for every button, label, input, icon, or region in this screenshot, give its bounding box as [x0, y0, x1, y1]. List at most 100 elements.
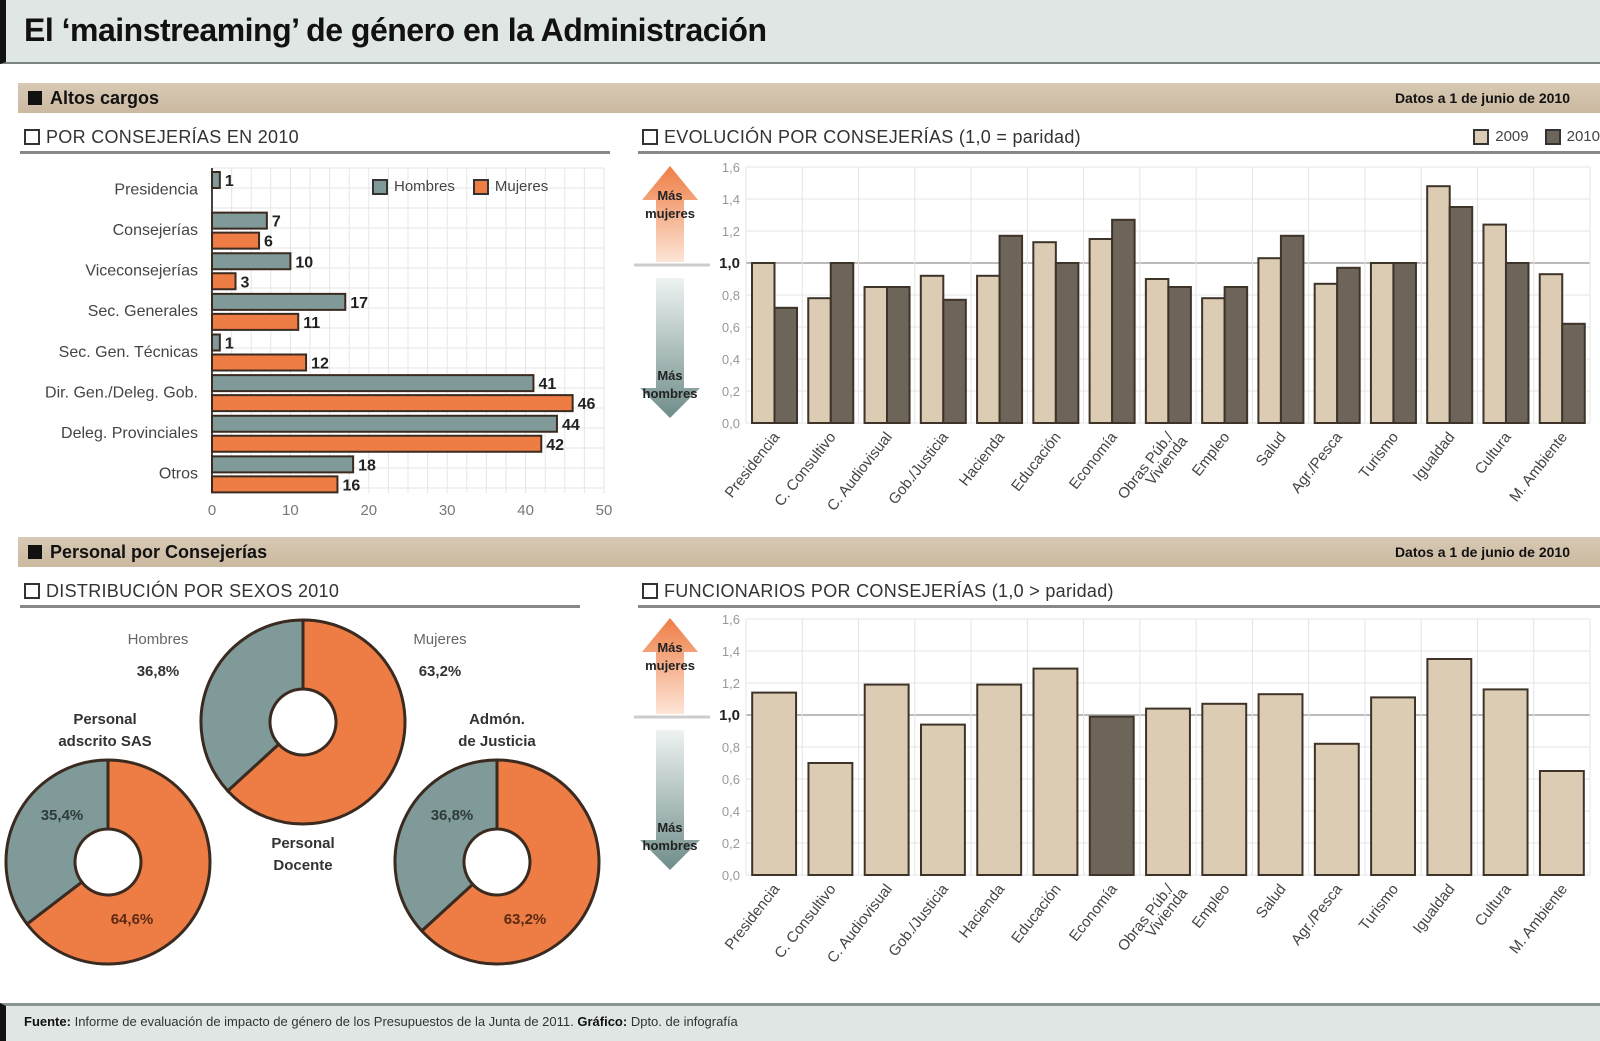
bar-2009 [751, 262, 776, 424]
y-tick-label: 0,2 [722, 384, 740, 399]
legend-swatch-2010 [1544, 128, 1561, 145]
x-category-label: Empleo [1189, 429, 1234, 480]
x-category-label: Hacienda [956, 880, 1009, 941]
footer-grafico: Dpto. de infografía [630, 1014, 738, 1029]
value-label: 42 [546, 437, 564, 454]
bar-funcionarios [1257, 693, 1304, 876]
bar-2009 [976, 274, 1001, 424]
arrow-up-icon [642, 166, 698, 262]
arrow-down-icon [640, 278, 700, 418]
footer-fuente: Informe de evaluación de impacto de géne… [74, 1014, 574, 1029]
arrow-label: mujeres [645, 658, 695, 673]
bar-2010 [773, 306, 799, 424]
value-label: 17 [350, 295, 368, 312]
y-tick-label: 1,2 [722, 224, 740, 239]
x-tick-label: 40 [517, 502, 534, 519]
x-tick-label: 10 [282, 502, 299, 519]
value-label: 46 [578, 396, 596, 413]
x-tick-label: 0 [208, 502, 216, 519]
arrow-label: Más [657, 820, 682, 835]
x-category-label: Cultura [1472, 880, 1516, 929]
bar-2009 [1201, 297, 1226, 424]
slice-hombres [4, 758, 110, 927]
value-label: 12 [311, 356, 329, 373]
pct-label: 35,4% [41, 807, 84, 824]
slice-hombres [199, 618, 305, 794]
arrows-indicator: Más mujeres Más hombres [634, 166, 710, 418]
bar-2009 [1313, 282, 1339, 424]
bar-2009 [919, 274, 945, 424]
bar-hombres [211, 171, 221, 189]
chart-title: EVOLUCIÓN POR CONSEJERÍAS (1,0 = paridad… [664, 127, 1081, 147]
slice-mujeres [225, 618, 407, 826]
legend-swatch-2009 [1473, 128, 1490, 145]
y-tick-label: 1,0 [719, 707, 740, 724]
bar-2010 [1448, 206, 1474, 424]
y-tick-label: 0,0 [722, 416, 740, 431]
category-label: Deleg. Provinciales [61, 425, 198, 442]
pie-label: Personal [73, 711, 136, 728]
bar-mujeres [211, 312, 300, 331]
chart-por-consejerias: Presidencia 1 Consejerías 7 6 Viceconsejerías… [45, 167, 613, 519]
checkbox-square-icon [642, 129, 658, 145]
x-category-label: Cultura [1472, 428, 1516, 477]
subtitle-distribucion: DISTRIBUCIÓN POR SEXOS 2010 [20, 576, 580, 608]
legend-mujeres-pct: 63,2% [419, 663, 462, 680]
value-label: 16 [342, 477, 360, 494]
category-label: Viceconsejerías [85, 263, 198, 280]
bar-funcionarios [919, 723, 966, 876]
bar-hombres [211, 252, 292, 271]
category-label: Sec. Gen. Técnicas [59, 344, 198, 361]
slice-mujeres [24, 758, 212, 966]
footer: Fuente: Informe de evaluación de impacto… [0, 1003, 1600, 1041]
bar-hombres [211, 333, 221, 352]
pct-label: 64,6% [111, 911, 154, 928]
bar-funcionarios [807, 762, 854, 876]
bar-2009 [863, 286, 889, 424]
bar-2010 [1504, 262, 1530, 424]
checkbox-square-icon [24, 129, 40, 145]
legend-label-2010: 2010 [1566, 128, 1600, 145]
arrow-label: hombres [643, 386, 698, 401]
bar-2010 [942, 298, 967, 424]
arrow-down-icon [640, 730, 700, 870]
legend-swatch-hombres [372, 178, 388, 195]
x-category-label: Gob./Justicia [885, 880, 952, 959]
pct-label: 63,2% [504, 911, 547, 928]
title-bar: El ‘mainstreaming’ de género en la Admin… [0, 0, 1600, 64]
slice-hombres [393, 758, 499, 934]
bar-mujeres [211, 231, 261, 250]
y-tick-label: 0,4 [722, 352, 740, 367]
bar-funcionarios [863, 683, 910, 876]
value-label: 7 [272, 214, 281, 231]
x-category-label: Agr./Pesca [1288, 880, 1346, 948]
x-tick-label: 50 [596, 502, 613, 519]
legend-hombres: Hombres [128, 631, 189, 648]
legend-mujeres: Mujeres [413, 631, 466, 648]
section-square-icon [28, 545, 42, 559]
legend-label-hombres: Hombres [394, 178, 455, 195]
bar-funcionarios [1482, 688, 1529, 877]
y-tick-label: 0,6 [722, 320, 740, 335]
x-category-label: Turismo [1356, 881, 1402, 934]
x-category-label: M. Ambiente [1506, 429, 1571, 505]
y-tick-label: 1,6 [722, 612, 740, 627]
bar-2009 [807, 297, 832, 424]
value-label: 18 [358, 457, 376, 474]
section-label: Personal por Consejerías [50, 542, 268, 562]
value-label: 1 [225, 173, 234, 190]
category-label: Dir. Gen./Deleg. Gob. [45, 384, 198, 401]
section-altos-cargos: Altos cargos Datos a 1 de junio de 2010 [18, 83, 1600, 113]
value-label: 41 [538, 376, 556, 393]
x-category-label: Educación [1008, 429, 1065, 495]
footer-grafico-label: Gráfico: [577, 1014, 628, 1029]
bar-2009 [1257, 257, 1282, 424]
bar-funcionarios [1088, 715, 1135, 876]
arrows-indicator: Más mujeres Más hombres [634, 618, 710, 870]
x-category-label: Economía [1066, 428, 1121, 492]
bar-funcionarios [1032, 667, 1079, 876]
x-category-label: M. Ambiente [1506, 881, 1571, 957]
bar-2009 [1538, 273, 1564, 424]
bar-funcionarios [1201, 702, 1248, 876]
y-tick-label: 0,8 [722, 288, 740, 303]
